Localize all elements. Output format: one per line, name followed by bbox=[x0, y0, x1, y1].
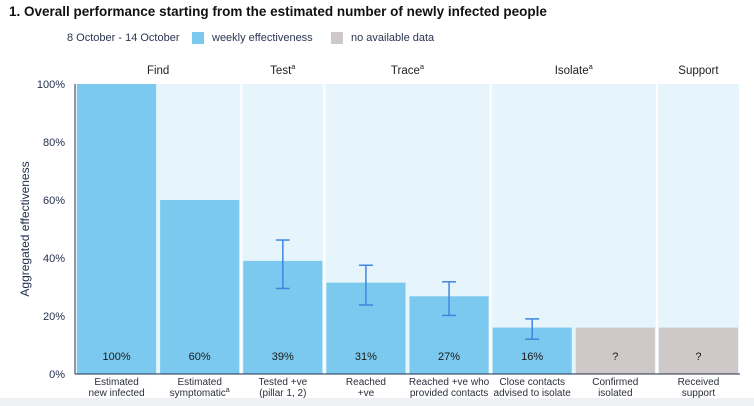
bar bbox=[658, 327, 738, 374]
group-label-isolate: Isolatea bbox=[555, 62, 594, 77]
legend-swatch-weekly bbox=[192, 32, 204, 44]
x-tick-label: Reached +ve who bbox=[409, 377, 490, 388]
x-tick-label: Received bbox=[678, 377, 720, 388]
x-tick-label: Estimated bbox=[94, 377, 138, 388]
x-tick-label: symptomatica bbox=[170, 387, 230, 398]
group-panel-isolate bbox=[491, 84, 656, 374]
x-tick-label: Reached bbox=[346, 377, 386, 388]
footer-strip bbox=[0, 398, 754, 406]
bar bbox=[575, 327, 655, 374]
x-tick-label: Tested +ve bbox=[258, 377, 307, 388]
x-tick-label: Estimated bbox=[177, 377, 221, 388]
x-tick-label: Confirmed bbox=[592, 377, 638, 388]
y-tick-label: 80% bbox=[43, 137, 65, 149]
y-tick-label: 40% bbox=[43, 253, 65, 265]
group-panel-support bbox=[657, 84, 739, 374]
y-tick-label: 0% bbox=[49, 369, 65, 381]
data-label: 60% bbox=[189, 351, 211, 363]
x-tick-label: advised to isolate bbox=[494, 388, 572, 398]
date-range-label: 8 October - 14 October bbox=[67, 32, 180, 44]
x-tick-label: (pillar 1, 2) bbox=[259, 388, 306, 398]
data-label: 27% bbox=[438, 351, 460, 363]
data-label: ? bbox=[695, 351, 701, 363]
y-tick-label: 20% bbox=[43, 311, 65, 323]
chart-title: 1. Overall performance starting from the… bbox=[9, 4, 547, 19]
data-label: ? bbox=[612, 351, 618, 363]
data-label: 31% bbox=[355, 351, 377, 363]
x-tick-label: provided contacts bbox=[410, 388, 488, 398]
group-label-trace: Tracea bbox=[391, 62, 425, 77]
legend-label-na: no available data bbox=[351, 32, 435, 44]
data-label: 39% bbox=[272, 351, 294, 363]
group-label-test: Testa bbox=[270, 62, 296, 77]
bar bbox=[77, 84, 157, 374]
legend-label-weekly: weekly effectiveness bbox=[212, 32, 313, 44]
bar bbox=[160, 200, 240, 374]
x-tick-label: new infected bbox=[88, 388, 144, 398]
y-tick-label: 60% bbox=[43, 195, 65, 207]
x-tick-label: +ve bbox=[358, 388, 375, 398]
y-axis-title: Aggregated effectiveness bbox=[18, 161, 32, 296]
x-tick-label: support bbox=[682, 388, 716, 398]
group-label-support: Support bbox=[678, 65, 719, 77]
data-label: 16% bbox=[521, 351, 543, 363]
x-tick-label: isolated bbox=[598, 388, 632, 398]
data-label: 100% bbox=[102, 351, 130, 363]
x-tick-label: Close contacts bbox=[499, 377, 565, 388]
group-label-find: Find bbox=[147, 65, 169, 77]
legend-swatch-na bbox=[331, 32, 343, 44]
y-tick-label: 100% bbox=[37, 79, 65, 91]
